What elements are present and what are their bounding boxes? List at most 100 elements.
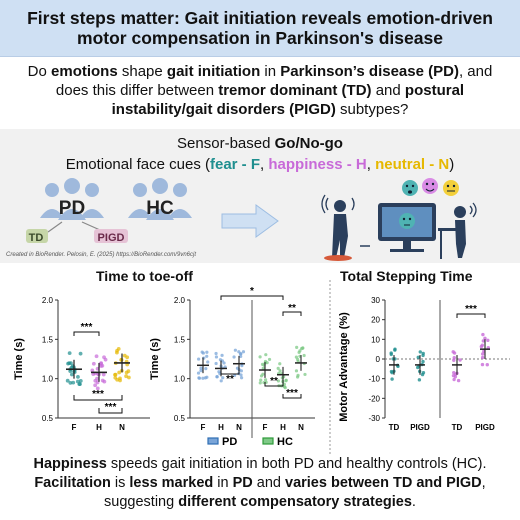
y-tick-label: 1.5 [42, 335, 54, 344]
data-point [221, 376, 225, 380]
data-point [452, 370, 456, 375]
data-point [124, 370, 129, 375]
data-point [206, 360, 210, 364]
sig-label: *** [92, 389, 104, 400]
y-tick-label: 1.5 [174, 335, 186, 344]
data-point [303, 372, 307, 377]
data-point [239, 369, 243, 373]
sig-label: *** [286, 388, 298, 399]
separator: , [260, 156, 269, 173]
data-point [421, 371, 426, 375]
sig-bracket [73, 395, 123, 401]
question-text: , and does this differ between [55, 63, 493, 99]
x-tick-label: N [119, 423, 125, 432]
data-point [113, 375, 118, 380]
data-point [389, 369, 394, 374]
conclusion-bold: less marked [129, 475, 214, 491]
conclusion: Happiness speeds gait initiation in both… [10, 455, 510, 512]
data-point [241, 350, 246, 354]
td-branch-line [47, 221, 63, 233]
happy-face-icon [422, 178, 438, 194]
data-point [218, 358, 223, 362]
data-point [232, 355, 236, 359]
data-point [240, 363, 244, 368]
conclusion-text: , suggesting [104, 475, 486, 510]
legend-swatch-hc [262, 437, 274, 445]
y-tick-label: 0.5 [42, 414, 54, 423]
data-point [215, 375, 219, 379]
data-point [282, 382, 286, 386]
data-point [67, 351, 72, 355]
question-text: in [260, 63, 281, 80]
data-point [233, 348, 237, 352]
data-point [68, 380, 73, 385]
data-point [259, 374, 264, 378]
data-point [100, 378, 105, 383]
data-point [263, 378, 268, 382]
data-point [233, 373, 237, 378]
data-point [222, 361, 226, 365]
x-tick-label: N [298, 423, 304, 432]
data-point [416, 355, 420, 360]
data-point [101, 372, 106, 377]
conclusion-bold: Facilitation [34, 475, 111, 491]
y-tick-label: 1.0 [42, 375, 54, 384]
data-point [278, 369, 282, 373]
y-tick-label: 2.0 [174, 296, 186, 305]
data-point [95, 376, 99, 381]
data-point [93, 383, 98, 388]
happiness-label: happiness - H [268, 156, 367, 173]
fear-face-icon [402, 180, 418, 196]
sig-bracket [264, 382, 284, 387]
method-line-cues: Emotional face cues (fear - F, happiness… [0, 156, 520, 173]
data-point [94, 354, 99, 359]
x-tick-label: H [280, 423, 286, 432]
data-point [239, 354, 243, 359]
data-point [294, 369, 299, 373]
data-point [452, 355, 456, 360]
data-point [421, 353, 425, 358]
data-point [259, 378, 263, 382]
y-tick-label: 2.0 [42, 296, 54, 305]
data-point [220, 353, 224, 357]
fear-label: fear - F [210, 156, 261, 173]
data-point [214, 355, 219, 359]
y-tick-label: 10 [371, 335, 380, 344]
data-point [125, 355, 130, 360]
data-point [458, 358, 462, 362]
data-point [200, 350, 204, 354]
data-point [298, 349, 302, 353]
data-point [481, 339, 486, 343]
x-tick-label: N [236, 423, 242, 432]
legend-label-hc: HC [277, 436, 293, 448]
conclusion-text: is [110, 475, 130, 491]
data-point [267, 357, 272, 362]
sig-label: *** [105, 402, 117, 413]
data-point [117, 370, 122, 375]
td-label: TD [29, 232, 44, 244]
td-badge [26, 229, 48, 243]
y-tick-label: -20 [368, 394, 380, 403]
data-point [485, 363, 489, 367]
neutral-face-icon [443, 180, 459, 196]
data-point [95, 386, 100, 391]
data-point [480, 362, 485, 367]
data-point [486, 338, 490, 343]
x-tick-label: PIGD [410, 423, 430, 432]
data-point [197, 376, 201, 380]
sig-label: ** [226, 374, 234, 385]
data-point [196, 371, 201, 375]
hc-group-label: HC [146, 198, 174, 219]
x-tick-label: F [263, 423, 268, 432]
data-point [389, 351, 393, 355]
question-text: shape [117, 63, 167, 80]
research-question: Do emotions shape gait initiation in Par… [14, 62, 506, 119]
data-point [480, 355, 485, 360]
pd-group-icon: PD [40, 178, 104, 220]
data-point [204, 367, 208, 371]
data-point [201, 376, 205, 380]
stepping-title: Total Stepping Time [340, 268, 473, 284]
y-tick-label: -30 [368, 414, 380, 423]
